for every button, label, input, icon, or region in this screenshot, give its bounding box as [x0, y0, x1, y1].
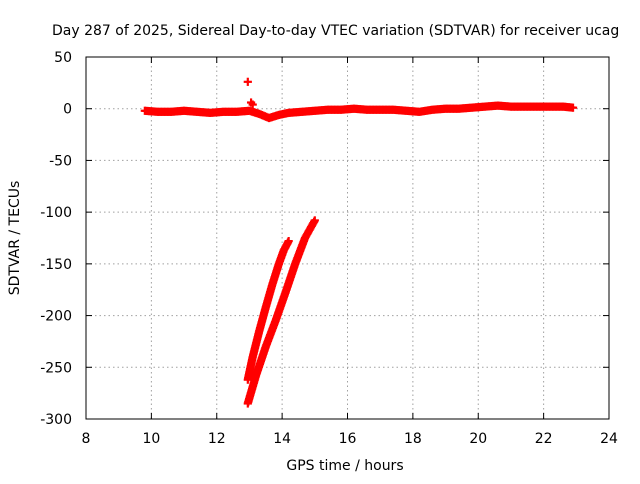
- y-tick-label: -150: [40, 257, 72, 273]
- series-outliers: [243, 77, 257, 109]
- x-axis-label: GPS time / hours: [286, 458, 403, 474]
- series-descending-arc-2: [243, 216, 319, 408]
- x-tick-label: 18: [404, 431, 422, 447]
- y-tick-label: 50: [54, 50, 72, 66]
- y-tick-label: -200: [40, 309, 72, 325]
- data-series: [140, 77, 578, 408]
- series-descending-arc-1: [243, 237, 293, 384]
- y-tick-label: -50: [49, 153, 72, 169]
- chart-title: Day 287 of 2025, Sidereal Day-to-day VTE…: [52, 23, 619, 39]
- y-tick-label: -300: [40, 412, 72, 428]
- x-tick-label: 16: [339, 431, 357, 447]
- x-tick-label: 20: [469, 431, 487, 447]
- x-tick-label: 14: [273, 431, 291, 447]
- x-tick-label: 12: [208, 431, 226, 447]
- data-point: [248, 100, 257, 109]
- y-tick-label: -250: [40, 360, 72, 376]
- data-point: [310, 216, 319, 225]
- data-point: [568, 103, 578, 112]
- x-tick-label: 10: [142, 431, 160, 447]
- axis-ticks: 8 10 12 14 16 18 20 22 24 50 0 -50 -100 -150 -200 -250 -…: [40, 50, 618, 447]
- x-tick-label: 22: [535, 431, 553, 447]
- data-point: [284, 237, 293, 246]
- data-point: [243, 77, 252, 86]
- y-tick-label: -100: [40, 205, 72, 221]
- y-tick-label: 0: [63, 102, 72, 118]
- y-axis-label: SDTVAR / TECUs: [7, 181, 23, 296]
- series-near-zero-trace: [140, 101, 578, 123]
- x-tick-label: 24: [600, 431, 618, 447]
- x-tick-label: 8: [82, 431, 91, 447]
